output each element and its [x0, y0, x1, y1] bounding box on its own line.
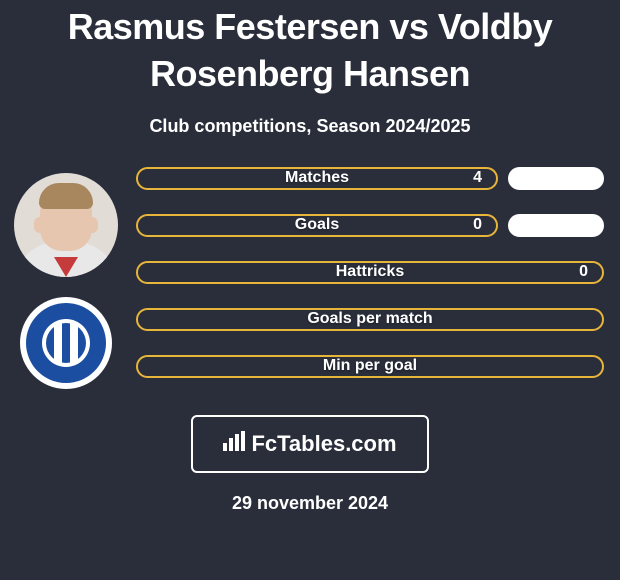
stat-value-left: 0 — [579, 263, 588, 281]
stat-pill-right — [508, 167, 604, 190]
stat-pill-left: Goals per match — [136, 308, 604, 331]
stat-bars: Matches 4 Goals 0 Hattricks 0 Goals per match M… — [126, 167, 610, 378]
bars-icon — [223, 431, 245, 457]
stat-row: Min per goal — [136, 355, 604, 378]
fctables-logo: FcTables.com — [191, 415, 428, 473]
generation-date: 29 november 2024 — [232, 493, 388, 514]
stat-label: Matches — [285, 169, 349, 187]
player-avatar — [14, 173, 118, 277]
stat-row: Goals per match — [136, 308, 604, 331]
left-column — [6, 173, 126, 389]
stat-pill-left: Hattricks 0 — [136, 261, 604, 284]
comparison-body: Matches 4 Goals 0 Hattricks 0 Goals per match M… — [0, 167, 620, 389]
stat-label: Goals — [295, 216, 339, 234]
comparison-subtitle: Club competitions, Season 2024/2025 — [149, 116, 470, 137]
logo-text: FcTables.com — [251, 431, 396, 457]
stat-label: Goals per match — [307, 310, 432, 328]
stat-row: Goals 0 — [136, 214, 604, 237]
stat-pill-left: Goals 0 — [136, 214, 498, 237]
club-crest — [20, 297, 112, 389]
stat-row: Matches 4 — [136, 167, 604, 190]
stat-value-left: 4 — [473, 169, 482, 187]
stat-value-left: 0 — [473, 216, 482, 234]
stat-row: Hattricks 0 — [136, 261, 604, 284]
comparison-title: Rasmus Festersen vs Voldby Rosenberg Han… — [0, 4, 620, 98]
stat-pill-left: Min per goal — [136, 355, 604, 378]
stat-pill-left: Matches 4 — [136, 167, 498, 190]
stat-label: Hattricks — [336, 263, 404, 281]
stat-label: Min per goal — [323, 357, 417, 375]
stat-pill-right — [508, 214, 604, 237]
